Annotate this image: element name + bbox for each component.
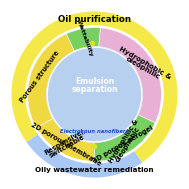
Text: Electrospun nanofibers: Electrospun nanofibers (60, 129, 129, 134)
Wedge shape (26, 134, 143, 178)
Wedge shape (99, 28, 161, 123)
Text: separation: separation (71, 85, 118, 94)
Wedge shape (28, 28, 161, 161)
Wedge shape (94, 119, 153, 161)
Wedge shape (36, 119, 94, 161)
Text: Responsive/
switchable: Responsive/ switchable (43, 128, 88, 160)
Wedge shape (28, 34, 74, 128)
Wedge shape (36, 119, 94, 161)
Text: Hydrophilic &
oleophobic: Hydrophilic & oleophobic (108, 118, 144, 167)
Text: Wettability: Wettability (76, 19, 94, 57)
Text: 2D porous membrane: 2D porous membrane (30, 122, 102, 167)
Text: Emulsion: Emulsion (75, 77, 114, 86)
Wedge shape (94, 115, 155, 161)
Text: Porous structure: Porous structure (19, 50, 61, 104)
Circle shape (47, 47, 142, 142)
Text: Hydrophobic &
oleophilic: Hydrophobic & oleophilic (116, 46, 173, 86)
Text: Oil purification: Oil purification (58, 15, 131, 24)
Wedge shape (66, 28, 100, 51)
Wedge shape (11, 11, 178, 163)
Text: 3D porous aerogel: 3D porous aerogel (92, 124, 154, 164)
Text: Oily wastewater remediation: Oily wastewater remediation (35, 167, 154, 173)
